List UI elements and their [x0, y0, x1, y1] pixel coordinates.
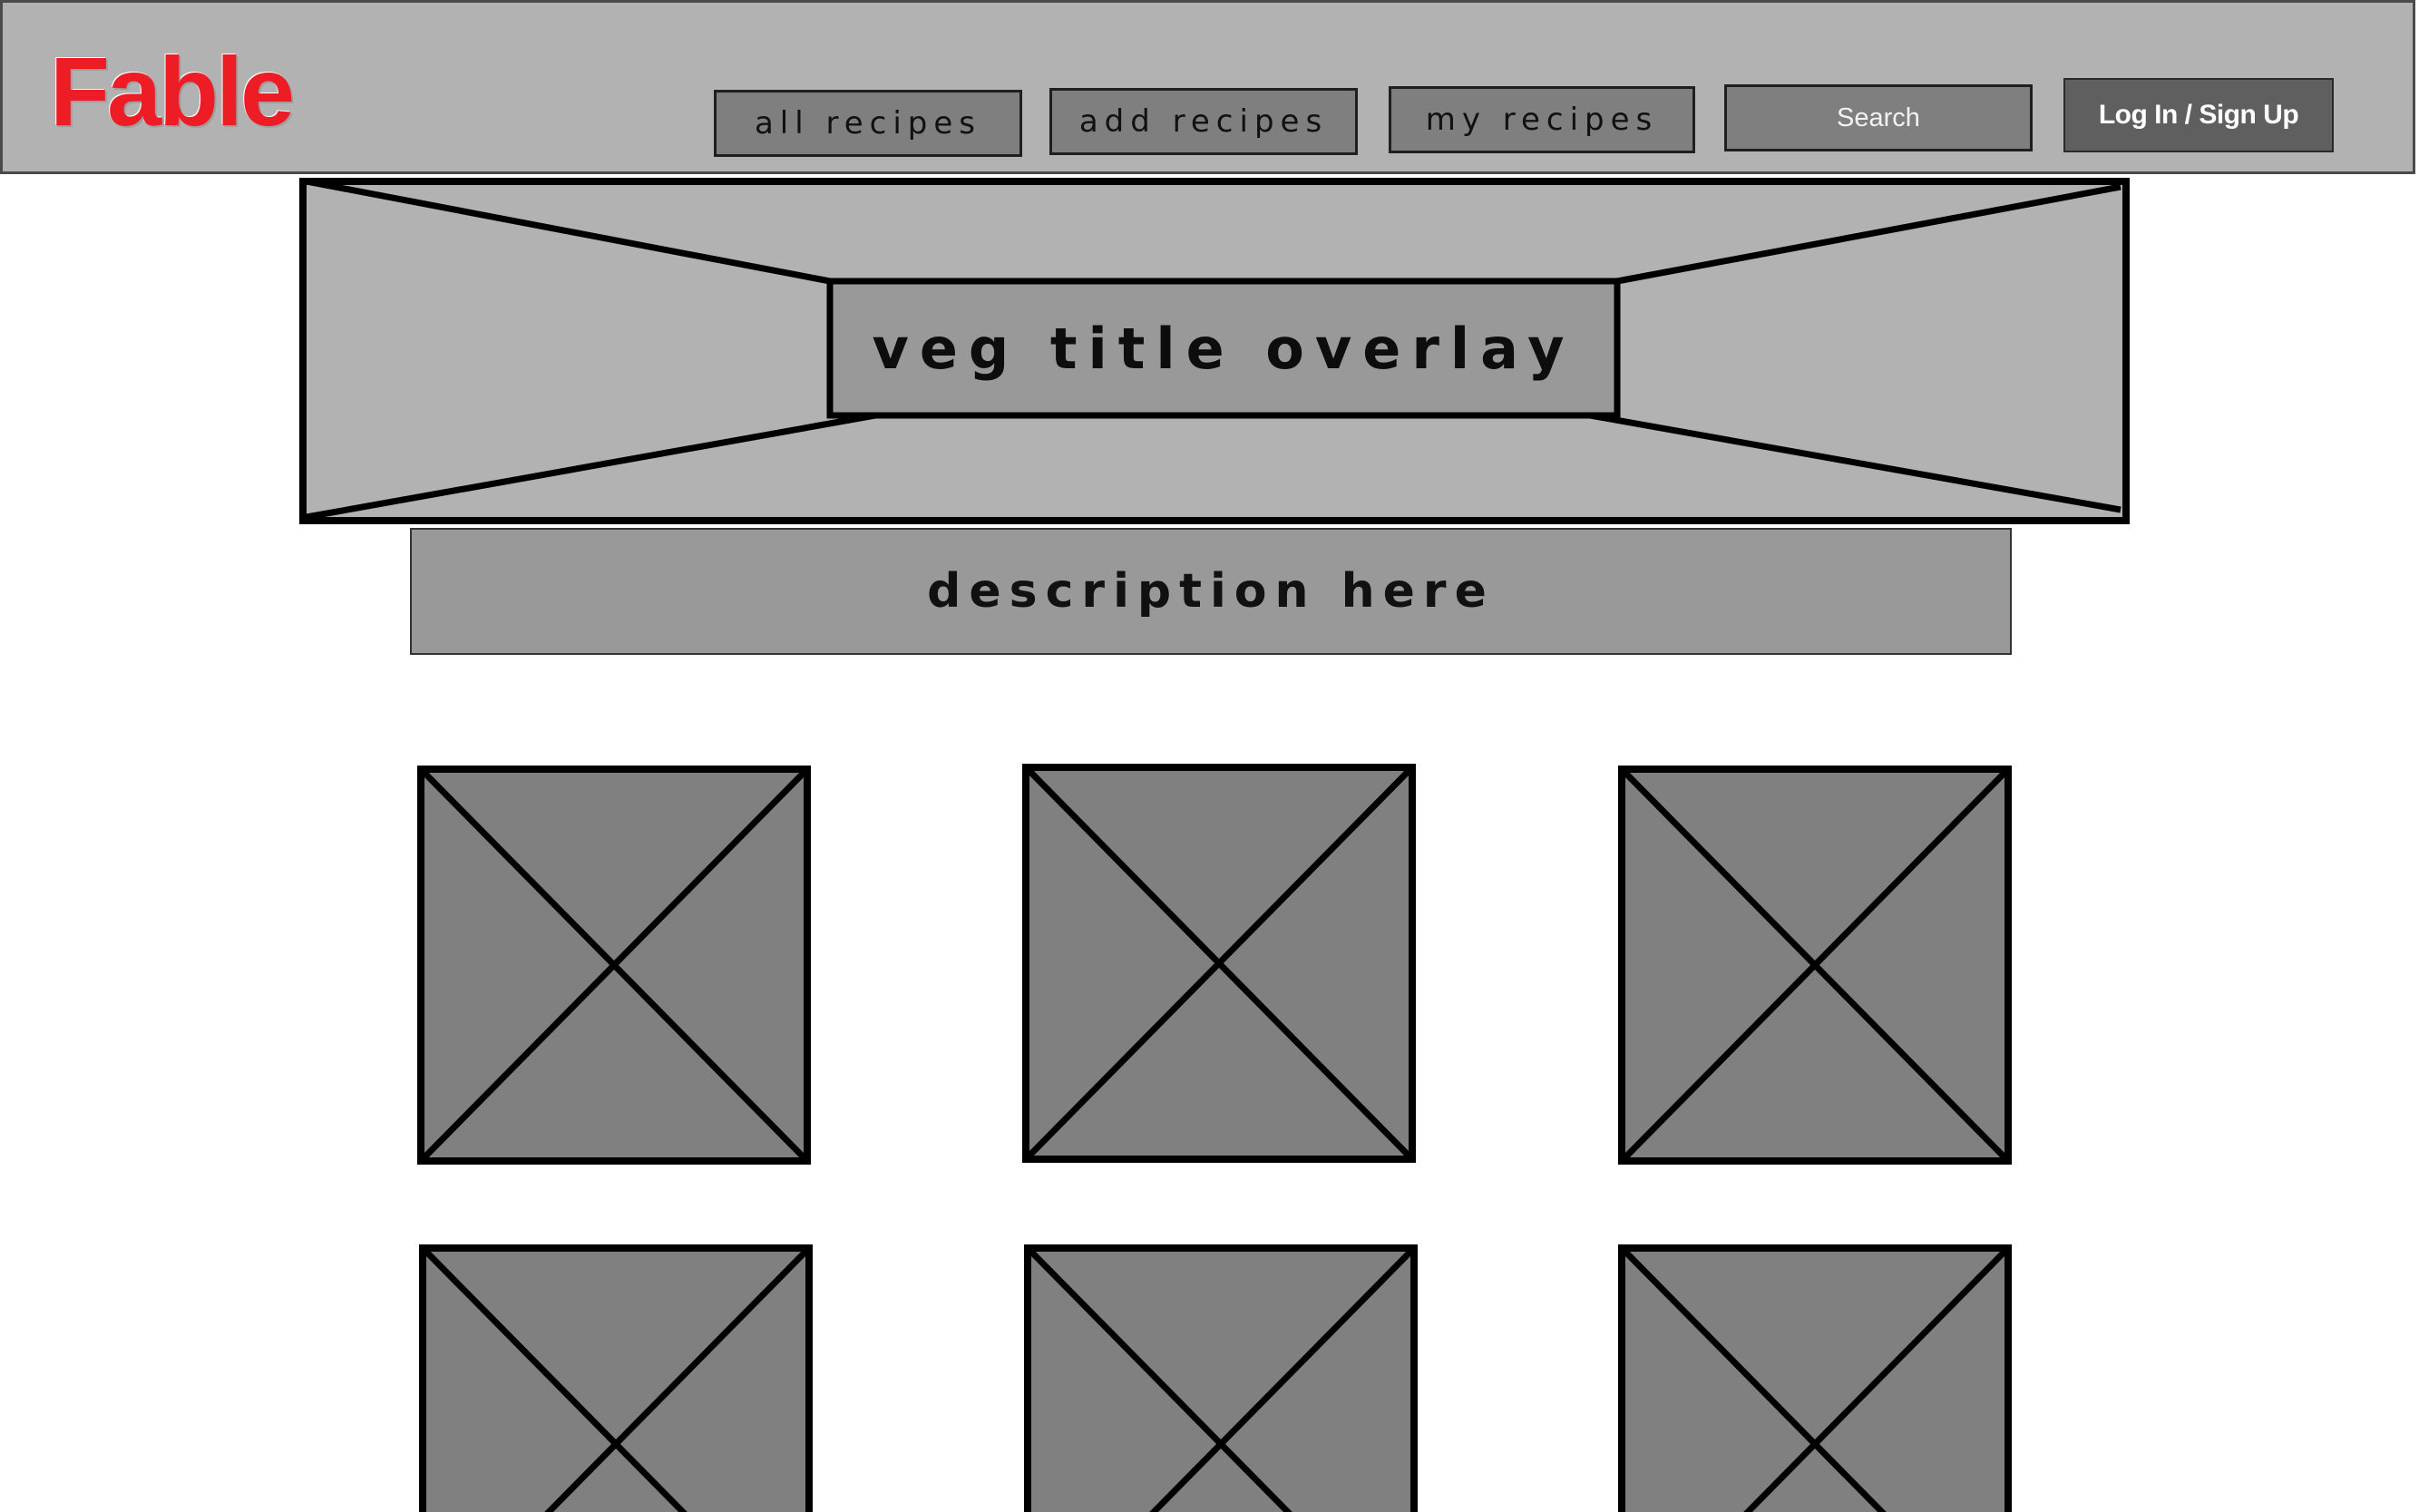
hero-banner: veg title overlay [299, 178, 2130, 524]
description-box: description here [410, 528, 2012, 655]
recipe-card[interactable] [1024, 1244, 1418, 1512]
recipe-card[interactable] [1022, 764, 1416, 1163]
search-box[interactable] [1724, 84, 2033, 151]
nav-my-recipes-button[interactable]: my recipes [1389, 86, 1695, 153]
recipe-card[interactable] [417, 766, 811, 1165]
image-placeholder-icon [419, 1244, 813, 1512]
banner-placeholder-image [299, 178, 2130, 524]
banner-title-overlay: veg title overlay [872, 315, 1575, 382]
login-signup-button[interactable]: Log In / Sign Up [2063, 78, 2334, 152]
image-placeholder-icon [417, 766, 811, 1165]
nav-add-recipes-button[interactable]: add recipes [1049, 88, 1358, 155]
image-placeholder-icon [1618, 766, 2012, 1165]
recipe-card[interactable] [419, 1244, 813, 1512]
recipe-card[interactable] [1618, 1244, 2012, 1512]
logo[interactable]: Fable [50, 36, 295, 146]
recipe-card[interactable] [1618, 766, 2012, 1165]
image-placeholder-icon [1024, 1244, 1418, 1512]
image-placeholder-icon [1022, 764, 1416, 1163]
image-placeholder-icon [1618, 1244, 2012, 1512]
search-input[interactable] [1727, 86, 2030, 150]
nav-all-recipes-button[interactable]: all recipes [714, 90, 1022, 157]
header-bar: Fable all recipes add recipes my recipes… [0, 0, 2415, 174]
